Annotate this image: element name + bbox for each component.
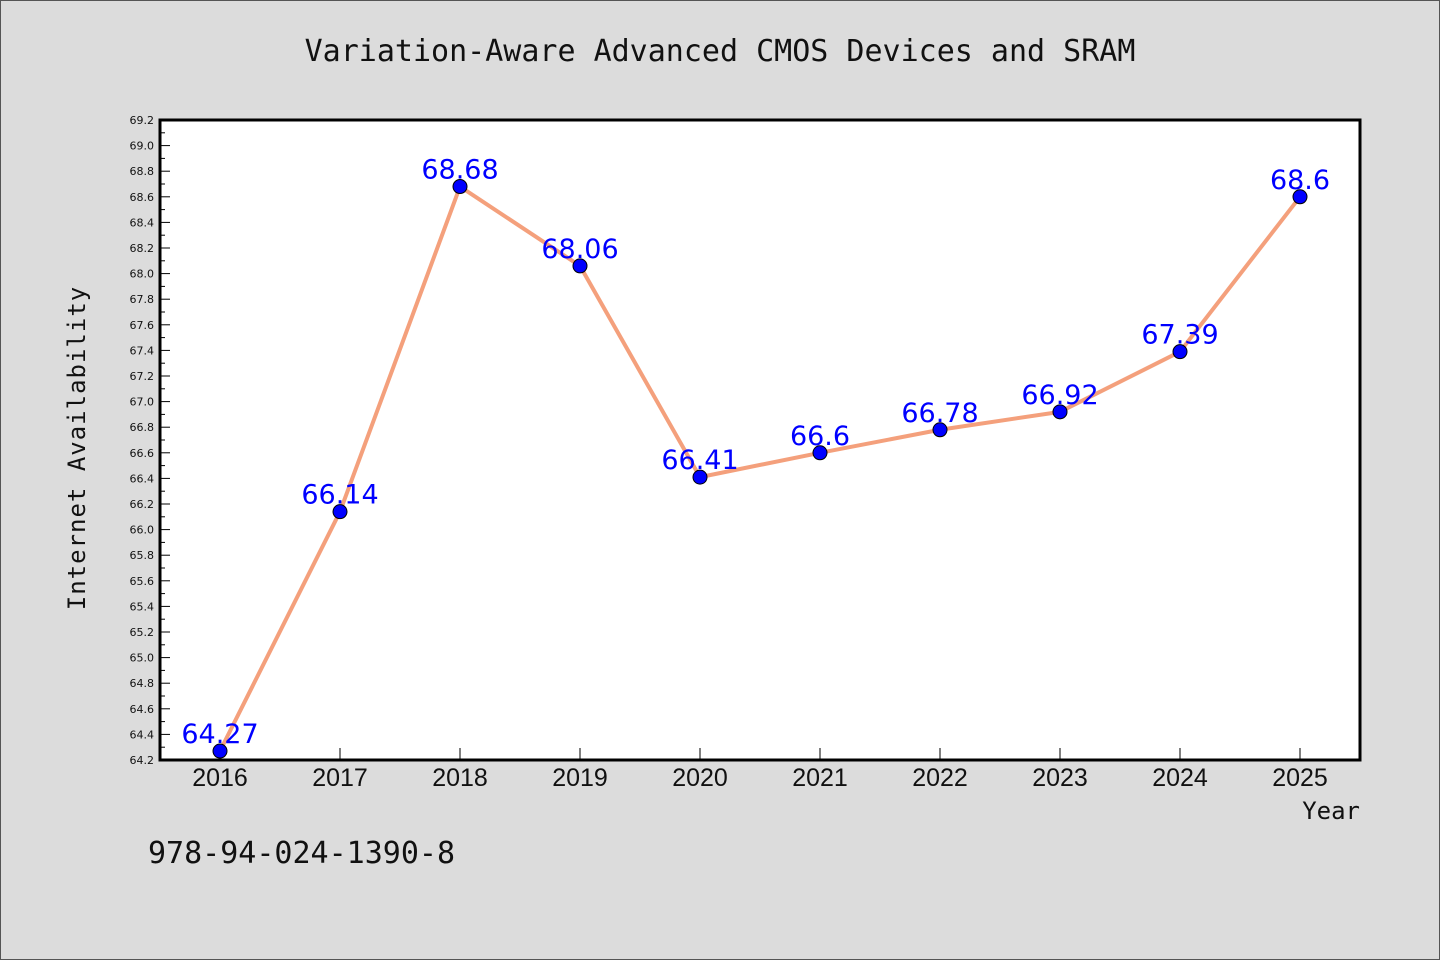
x-tick-label: 2023: [1032, 764, 1088, 792]
data-point: [1292, 189, 1308, 205]
y-tick-label: 65.0: [130, 652, 155, 665]
y-tick-label: 65.6: [130, 575, 155, 588]
y-tick-label: 67.8: [130, 293, 155, 306]
isbn-text: 978-94-024-1390-8: [148, 836, 456, 871]
data-point: [1052, 404, 1068, 420]
y-tick-label: 65.4: [130, 600, 155, 613]
data-point: [812, 445, 828, 461]
data-label: 68.06: [541, 234, 618, 265]
data-label: 67.39: [1141, 320, 1218, 351]
y-tick-label: 68.0: [130, 268, 155, 281]
y-tick-label: 68.2: [130, 242, 155, 255]
data-point: [572, 258, 588, 274]
data-point: [1172, 344, 1188, 360]
x-tick-label: 2025: [1272, 764, 1328, 792]
y-tick-label: 66.6: [130, 447, 155, 460]
y-tick-label: 66.0: [130, 524, 155, 537]
y-tick-label: 69.2: [130, 114, 155, 127]
y-tick-label: 69.0: [130, 140, 155, 153]
y-tick-label: 65.8: [130, 549, 155, 562]
y-tick-label: 67.6: [130, 319, 155, 332]
y-tick-label: 67.2: [130, 370, 155, 383]
y-tick-label: 65.2: [130, 626, 155, 639]
x-tick-label: 2020: [672, 764, 728, 792]
y-tick-label: 64.8: [130, 677, 155, 690]
y-tick-label: 66.8: [130, 421, 155, 434]
x-tick-label: 2022: [912, 764, 968, 792]
y-tick-label: 64.6: [130, 703, 155, 716]
y-tick-label: 66.2: [130, 498, 155, 511]
y-tick-label: 68.6: [130, 191, 155, 204]
data-point: [212, 743, 228, 759]
plot-border: [158, 118, 1362, 762]
data-label: 66.41: [661, 445, 738, 476]
x-axis-label: Year: [1302, 797, 1360, 825]
x-tick-label: 2016: [192, 764, 248, 792]
x-tick-label: 2018: [432, 764, 488, 792]
x-tick-label: 2017: [312, 764, 368, 792]
data-label: 68.6: [1270, 165, 1330, 196]
data-point: [452, 179, 468, 195]
x-tick-label: 2021: [792, 764, 848, 792]
y-tick-label: 66.4: [130, 472, 155, 485]
data-label: 66.78: [901, 398, 978, 429]
data-point: [932, 422, 948, 438]
data-label: 66.92: [1021, 380, 1098, 411]
y-tick-label: 67.4: [130, 344, 155, 357]
series-line: [218, 184, 1302, 754]
data-label: 66.6: [790, 421, 850, 452]
data-label: 66.14: [301, 480, 378, 511]
chart-title: Variation-Aware Advanced CMOS Devices an…: [304, 34, 1136, 69]
data-label: 68.68: [421, 155, 498, 186]
y-tick-label: 68.8: [130, 165, 155, 178]
y-tick-label: 64.4: [130, 728, 155, 741]
y-axis-label: Internet Availability: [63, 285, 91, 611]
data-point: [332, 504, 348, 520]
y-tick-label: 67.0: [130, 396, 155, 409]
y-tick-label: 68.4: [130, 216, 155, 229]
y-tick-label: 64.2: [130, 754, 155, 767]
data-point: [692, 469, 708, 485]
plot-area: [160, 120, 1360, 760]
data-label: 64.27: [181, 719, 258, 750]
x-tick-label: 2019: [552, 764, 608, 792]
x-tick-label: 2024: [1152, 764, 1208, 792]
